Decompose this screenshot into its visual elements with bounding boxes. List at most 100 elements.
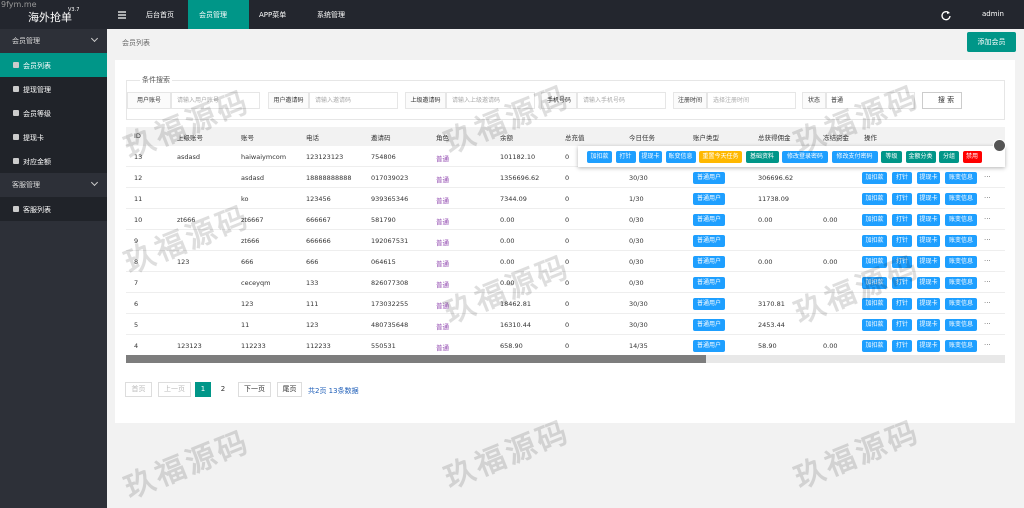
more[interactable]: ··· xyxy=(984,236,991,244)
status-select[interactable]: 普通 xyxy=(826,92,915,109)
row-action[interactable]: 提现卡 xyxy=(917,235,940,247)
popup-button[interactable]: 修改支付密码 xyxy=(831,151,878,163)
popup-button[interactable]: 分组 xyxy=(939,151,959,163)
row-action[interactable]: 加扣款 xyxy=(862,277,887,289)
cell: 普通 xyxy=(436,155,449,163)
row-action[interactable]: 账变信息 xyxy=(945,214,977,226)
row-action[interactable]: 打针 xyxy=(892,235,912,247)
row-action[interactable]: 账变信息 xyxy=(945,256,977,268)
menu-icon[interactable] xyxy=(116,9,128,21)
row-action[interactable]: 账变信息 xyxy=(945,298,977,310)
more[interactable]: ··· xyxy=(984,341,991,349)
watermark: 玖福源码 xyxy=(119,424,256,507)
popup-button[interactable]: 等级 xyxy=(881,151,902,163)
popup-button[interactable]: 重置今天任务 xyxy=(699,151,742,163)
row-action[interactable]: 提现卡 xyxy=(917,256,940,268)
popup-button[interactable]: 基础资料 xyxy=(745,151,779,163)
more[interactable]: ··· xyxy=(984,299,991,307)
more[interactable]: ··· xyxy=(984,278,991,286)
row-action[interactable]: 提现卡 xyxy=(917,277,940,289)
sidebar-item[interactable]: 提现管理 xyxy=(23,86,51,94)
page-button[interactable]: 尾页 xyxy=(277,382,302,397)
sidebar-group[interactable]: 会员管理 xyxy=(12,37,40,45)
row-action[interactable]: 提现卡 xyxy=(917,298,940,310)
sidebar-item[interactable]: 提现卡 xyxy=(23,134,44,142)
row-action[interactable]: 账变信息 xyxy=(945,319,977,331)
row-action[interactable]: 打针 xyxy=(892,214,912,226)
row-action[interactable]: 提现卡 xyxy=(917,340,940,352)
refresh-icon[interactable] xyxy=(940,9,952,21)
sidebar-item[interactable]: 会员等级 xyxy=(23,110,51,118)
row-action[interactable]: 打针 xyxy=(892,298,912,310)
sidebar-group[interactable]: 客服管理 xyxy=(12,181,40,189)
popup-button[interactable]: 加扣款 xyxy=(587,151,612,163)
popup-button[interactable]: 禁用 xyxy=(962,151,982,163)
table-header: 余额 xyxy=(500,134,513,142)
row-action[interactable]: 账变信息 xyxy=(945,277,977,289)
page-button[interactable]: 首页 xyxy=(125,382,152,397)
table-header: 上级账号 xyxy=(177,134,203,142)
user-menu[interactable]: admin xyxy=(982,10,1004,18)
popup-button[interactable]: 打针 xyxy=(615,151,636,163)
cell: 0 xyxy=(565,279,570,287)
popup-button[interactable]: 修改登录密码 xyxy=(782,151,828,163)
row-action[interactable]: 账变信息 xyxy=(945,340,977,352)
nav-item[interactable]: 会员管理 xyxy=(199,11,227,19)
row-action[interactable]: 加扣款 xyxy=(862,193,887,205)
row-action[interactable]: 账变信息 xyxy=(945,172,977,184)
search-input[interactable]: 请输入邀请码 xyxy=(309,92,398,109)
sidebar-item[interactable]: 客服列表 xyxy=(23,206,51,214)
more[interactable]: ··· xyxy=(984,194,991,202)
nav-item[interactable]: 后台首页 xyxy=(146,11,174,19)
row-action[interactable]: 加扣款 xyxy=(862,298,887,310)
more[interactable]: ··· xyxy=(984,320,991,328)
nav-item[interactable]: 系统管理 xyxy=(317,11,345,19)
cell: 0.00 xyxy=(500,279,515,287)
search-button[interactable]: 搜 索 xyxy=(922,92,962,109)
page-button[interactable]: 上一页 xyxy=(158,382,191,397)
cell: 123 xyxy=(306,321,319,329)
page-button[interactable]: 下一页 xyxy=(238,382,271,397)
breadcrumb[interactable]: 会员列表 xyxy=(122,39,150,47)
page-number[interactable]: 2 xyxy=(220,385,226,393)
popup-button[interactable]: 金额分类 xyxy=(905,151,936,163)
search-input[interactable]: 请输入用户账号 xyxy=(171,92,260,109)
row-action[interactable]: 账变信息 xyxy=(945,235,977,247)
sidebar-item[interactable]: 会员列表 xyxy=(23,62,51,70)
popup-button[interactable]: 提现卡 xyxy=(639,151,662,163)
more[interactable]: ··· xyxy=(984,173,991,181)
account-type: 普通用户 xyxy=(693,193,725,205)
sidebar-item[interactable]: 对应金额 xyxy=(23,158,51,166)
row-action[interactable]: 加扣款 xyxy=(862,235,887,247)
row-action[interactable]: 加扣款 xyxy=(862,319,887,331)
popup-button[interactable]: 账变信息 xyxy=(665,151,696,163)
nav-item[interactable]: APP菜单 xyxy=(259,11,287,19)
row-action[interactable]: 加扣款 xyxy=(862,214,887,226)
row-action[interactable]: 账变信息 xyxy=(945,193,977,205)
row-action[interactable]: 提现卡 xyxy=(917,193,940,205)
row-action[interactable]: 提现卡 xyxy=(917,214,940,226)
row-action[interactable]: 打针 xyxy=(892,319,912,331)
row-action[interactable]: 提现卡 xyxy=(917,172,940,184)
search-input[interactable]: 选择注册时间 xyxy=(707,92,796,109)
table-row xyxy=(126,272,1005,293)
row-action[interactable]: 打针 xyxy=(892,277,912,289)
row-action[interactable]: 打针 xyxy=(892,172,912,184)
search-input[interactable]: 请输入上级邀请码 xyxy=(446,92,535,109)
row-action[interactable]: 加扣款 xyxy=(862,172,887,184)
add-button[interactable]: 添加会员 xyxy=(967,32,1016,52)
cell: 普通 xyxy=(436,344,449,352)
row-action[interactable]: 打针 xyxy=(892,193,912,205)
row-action[interactable]: 打针 xyxy=(892,256,912,268)
row-action[interactable]: 加扣款 xyxy=(862,340,887,352)
row-action[interactable]: 提现卡 xyxy=(917,319,940,331)
cell: 658.90 xyxy=(500,342,523,350)
popup-close[interactable] xyxy=(993,139,1006,152)
search-input[interactable]: 请输入手机号码 xyxy=(577,92,666,109)
row-action[interactable]: 打针 xyxy=(892,340,912,352)
page-summary: 共2页 13条数据 xyxy=(308,387,359,395)
more[interactable]: ··· xyxy=(984,215,991,223)
row-action[interactable]: 加扣款 xyxy=(862,256,887,268)
page-number[interactable]: 1 xyxy=(195,382,211,397)
more[interactable]: ··· xyxy=(984,257,991,265)
